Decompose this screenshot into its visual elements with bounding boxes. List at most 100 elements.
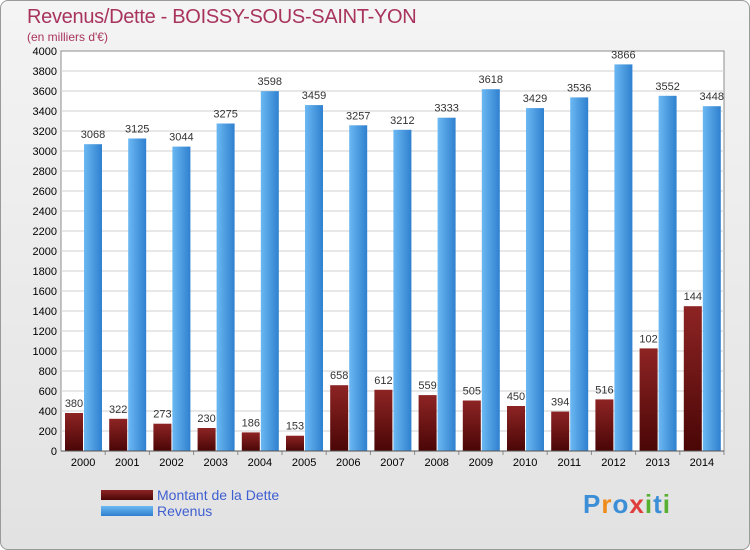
proxiti-logo: Proxiti <box>583 489 671 520</box>
legend-swatch-dette <box>101 490 153 500</box>
bar-revenus <box>658 95 677 452</box>
chart-subtitle: (en milliers d'€) <box>27 30 108 44</box>
bar-revenus <box>260 91 279 451</box>
data-label-revenus: 3536 <box>567 82 591 94</box>
x-tick-label: 2011 <box>557 457 581 469</box>
y-tick-label: 1000 <box>33 346 57 358</box>
bar-revenus <box>614 64 633 452</box>
bar-revenus <box>305 105 323 451</box>
x-tick-label: 2013 <box>645 457 669 469</box>
bar-revenus <box>84 144 102 451</box>
y-tick-label: 2000 <box>33 246 57 258</box>
y-tick-label: 1600 <box>33 286 57 298</box>
y-tick-label: 3000 <box>33 146 57 158</box>
x-tick-label: 2010 <box>513 457 537 469</box>
legend-swatch-revenus <box>101 506 153 516</box>
y-tick-label: 200 <box>39 426 57 438</box>
bar-revenus <box>216 123 235 451</box>
data-label-dette: 273 <box>153 409 171 421</box>
x-tick-label: 2006 <box>336 457 360 469</box>
y-tick-label: 2800 <box>33 166 57 178</box>
data-label-revenus: 3333 <box>434 103 458 115</box>
bar-revenus <box>172 146 191 451</box>
y-tick-label: 1200 <box>33 326 57 338</box>
logo-letter: i <box>644 489 654 519</box>
bar-dette <box>241 432 260 451</box>
data-label-dette: 612 <box>374 375 392 387</box>
data-label-dette: 559 <box>418 380 436 392</box>
y-tick-label: 3200 <box>33 126 57 138</box>
data-label-revenus: 3212 <box>390 115 414 127</box>
bar-dette <box>595 399 614 451</box>
data-label-dette: 380 <box>65 398 83 410</box>
bar-dette <box>418 395 437 451</box>
data-label-dette: 153 <box>286 421 304 433</box>
chart-title: Revenus/Dette - BOISSY-SOUS-SAINT-YON <box>27 6 417 28</box>
x-tick-label: 2008 <box>424 457 448 469</box>
data-label-dette: 186 <box>242 417 260 429</box>
logo-letter: r <box>601 489 613 519</box>
bar-dette <box>197 428 216 451</box>
y-tick-label: 4000 <box>33 46 57 58</box>
logo-letter: x <box>629 489 645 519</box>
y-tick-label: 1400 <box>33 306 57 318</box>
y-tick-label: 1800 <box>33 266 57 278</box>
bar-revenus <box>526 108 544 451</box>
data-label-revenus: 3125 <box>125 124 149 136</box>
data-label-dette: 658 <box>330 370 348 382</box>
x-tick-label: 2001 <box>115 457 139 469</box>
bar-revenus <box>570 97 589 452</box>
y-tick-label: 400 <box>39 406 57 418</box>
bar-dette <box>507 406 525 451</box>
bar-dette <box>153 423 172 451</box>
logo-letter: o <box>612 489 630 519</box>
bar-dette <box>109 418 128 451</box>
x-tick-label: 2000 <box>71 457 95 469</box>
bar-revenus <box>393 129 412 452</box>
data-label-revenus: 3459 <box>302 90 326 102</box>
bar-dette <box>639 348 658 451</box>
data-label-dette: 505 <box>463 386 481 398</box>
bar-dette <box>551 411 570 451</box>
logo-letter: P <box>583 489 602 519</box>
y-tick-label: 3600 <box>33 86 57 98</box>
logo-letter: i <box>662 489 671 519</box>
x-tick-label: 2003 <box>203 457 227 469</box>
x-tick-label: 2009 <box>469 457 493 469</box>
data-label-revenus: 3598 <box>258 76 282 88</box>
bar-dette <box>330 385 349 451</box>
data-label-revenus: 3257 <box>346 110 370 122</box>
legend-label-dette: Montant de la Dette <box>157 487 280 503</box>
x-tick-label: 2012 <box>601 457 625 469</box>
bar-revenus <box>128 138 147 451</box>
data-label-revenus: 3552 <box>655 81 679 93</box>
data-label-revenus: 3275 <box>213 109 237 121</box>
y-tick-label: 3800 <box>33 66 57 78</box>
x-tick-label: 2005 <box>292 457 316 469</box>
y-tick-label: 0 <box>51 446 57 458</box>
data-label-dette: 102 <box>639 333 657 345</box>
x-tick-label: 2004 <box>248 457 272 469</box>
bar-dette <box>374 389 393 451</box>
bar-dette <box>683 306 702 451</box>
legend-label-revenus: Revenus <box>157 503 213 519</box>
bar-dette <box>286 435 304 451</box>
bar-revenus <box>349 125 368 452</box>
data-label-dette: 516 <box>595 384 613 396</box>
bar-revenus <box>481 89 500 451</box>
data-label-dette: 144 <box>684 291 702 303</box>
y-tick-label: 2200 <box>33 226 57 238</box>
x-tick-label: 2002 <box>159 457 183 469</box>
x-tick-label: 2007 <box>380 457 404 469</box>
bar-dette <box>65 413 83 451</box>
x-tick-label: 2014 <box>690 457 714 469</box>
y-tick-label: 600 <box>39 386 57 398</box>
bar-revenus <box>702 106 721 451</box>
data-label-revenus: 3618 <box>479 74 503 86</box>
data-label-revenus: 3044 <box>169 132 193 144</box>
bar-dette <box>462 400 481 451</box>
bar-revenus <box>437 117 456 451</box>
y-tick-label: 2600 <box>33 186 57 198</box>
